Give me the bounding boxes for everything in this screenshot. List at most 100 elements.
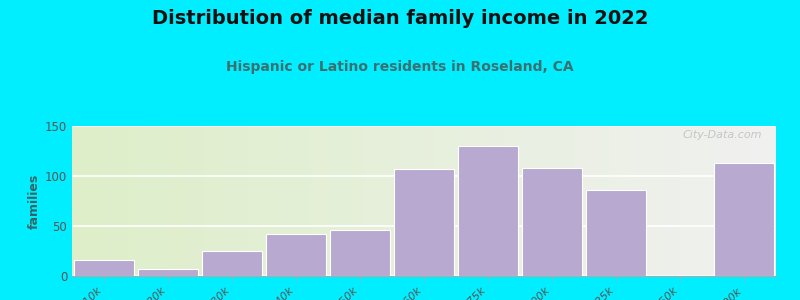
Bar [314,126,316,276]
Bar [230,126,231,276]
Bar [530,126,532,276]
Bar [74,126,77,276]
Bar [90,126,93,276]
Bar [414,126,417,276]
Bar [208,126,210,276]
Bar [377,126,379,276]
Bar [633,126,635,276]
Bar [396,126,398,276]
Bar [107,126,110,276]
Bar [295,126,298,276]
Bar [366,126,368,276]
Bar [175,126,178,276]
Bar [274,126,276,276]
Bar [621,126,623,276]
Bar [586,190,646,276]
Bar [231,126,234,276]
Bar [607,126,610,276]
Bar [429,126,431,276]
Bar [720,126,722,276]
Bar [617,126,618,276]
Bar [487,126,490,276]
Bar [192,126,194,276]
Bar [215,126,218,276]
Bar [210,126,213,276]
Bar [368,126,370,276]
Bar [398,126,401,276]
Bar [363,126,366,276]
Bar [424,126,426,276]
Bar [124,126,126,276]
Bar [511,126,513,276]
Bar [323,126,326,276]
Bar [161,126,163,276]
Bar [590,126,593,276]
Bar [771,126,774,276]
Bar [288,126,290,276]
Bar [458,146,518,276]
Bar [718,126,720,276]
Bar [203,126,206,276]
Bar [565,126,567,276]
Bar [95,126,98,276]
Bar [577,126,579,276]
Bar [105,126,107,276]
Bar [598,126,600,276]
Bar [722,126,724,276]
Bar [406,126,407,276]
Bar [527,126,530,276]
Bar [614,126,617,276]
Bar [618,126,621,276]
Bar [157,126,159,276]
Bar [182,126,185,276]
Bar [145,126,147,276]
Bar [490,126,492,276]
Bar [283,126,286,276]
Bar [710,126,713,276]
Bar [190,126,192,276]
Bar [311,126,314,276]
Bar [417,126,419,276]
Text: Distribution of median family income in 2022: Distribution of median family income in … [152,9,648,28]
Bar [361,126,363,276]
Bar [738,126,741,276]
Bar [750,126,753,276]
Bar [610,126,612,276]
Bar [253,126,255,276]
Bar [258,126,260,276]
Bar [77,126,79,276]
Bar [374,126,377,276]
Bar [678,126,680,276]
Bar [623,126,626,276]
Bar [628,126,630,276]
Bar [202,251,262,276]
Bar [593,126,595,276]
Bar [102,126,105,276]
Bar [515,126,518,276]
Bar [218,126,220,276]
Bar [558,126,560,276]
Bar [647,126,650,276]
Bar [544,126,546,276]
Bar [579,126,582,276]
Bar [351,126,354,276]
Bar [354,126,356,276]
Bar [731,126,734,276]
Bar [492,126,494,276]
Bar [462,126,464,276]
Bar [546,126,548,276]
Bar [185,126,187,276]
Bar [670,126,673,276]
Bar [658,126,661,276]
Bar [537,126,539,276]
Bar [89,126,90,276]
Bar [436,126,438,276]
Bar [562,126,565,276]
Bar [494,126,497,276]
Bar [748,126,750,276]
Bar [72,126,74,276]
Bar [663,126,666,276]
Bar [410,126,412,276]
Bar [238,126,241,276]
Bar [661,126,663,276]
